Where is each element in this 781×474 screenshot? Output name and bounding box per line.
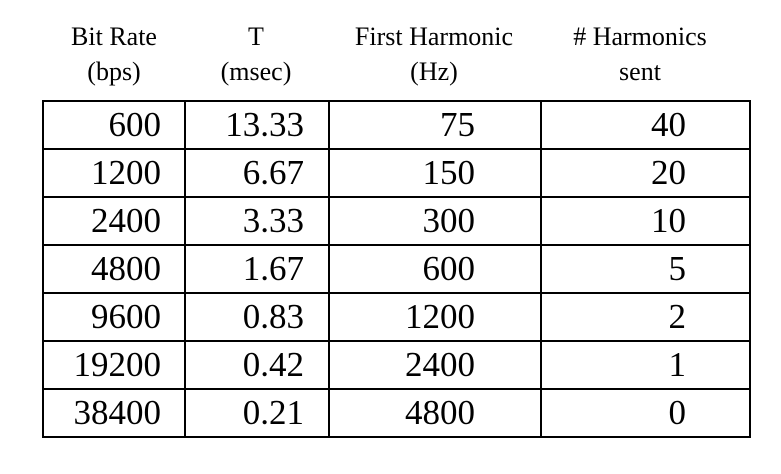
header-line: T [248,22,264,51]
header-line: Bit Rate [71,22,157,51]
table-header: Bit Rate (bps) T (msec) First Harmonic (… [0,0,781,100]
harmonics-sent-cell: 10 [540,196,751,246]
first-harmonic-cell: 75 [328,100,542,150]
bit-rate-cell: 600 [42,100,186,150]
period-cell: 3.33 [184,196,330,246]
header-line: # Harmonics [573,22,707,51]
first-harmonic-cell: 4800 [328,388,542,438]
bit-rate-cell: 19200 [42,340,186,390]
harmonics-sent-cell: 20 [540,148,751,198]
header-bit-rate: Bit Rate (bps) [44,19,184,89]
harmonics-sent-cell: 40 [540,100,751,150]
harmonics-sent-cell: 0 [540,388,751,438]
harmonics-sent-cell: 5 [540,244,751,294]
header-line: sent [619,57,661,86]
period-cell: 13.33 [184,100,330,150]
period-cell: 0.21 [184,388,330,438]
bit-rate-cell: 9600 [42,292,186,342]
period-cell: 0.83 [184,292,330,342]
table-row: 38400 0.21 4800 0 [42,388,751,438]
harmonics-sent-cell: 1 [540,340,751,390]
header-line: (Hz) [410,57,458,86]
first-harmonic-cell: 1200 [328,292,542,342]
bit-rate-cell: 38400 [42,388,186,438]
period-cell: 0.42 [184,340,330,390]
bit-rate-cell: 2400 [42,196,186,246]
first-harmonic-cell: 150 [328,148,542,198]
first-harmonic-cell: 2400 [328,340,542,390]
header-harmonics-sent: # Harmonics sent [555,19,725,89]
data-table: 600 13.33 75 40 1200 6.67 150 20 2400 3.… [42,100,751,438]
header-line: (msec) [220,57,292,86]
header-line: First Harmonic [354,22,514,51]
table-row: 4800 1.67 600 5 [42,244,751,294]
table-body: 600 13.33 75 40 1200 6.67 150 20 2400 3.… [42,100,751,438]
header-period: T (msec) [184,19,328,89]
header-line: (bps) [87,57,141,86]
header-first-harmonic: First Harmonic (Hz) [328,19,540,89]
table-row: 1200 6.67 150 20 [42,148,751,198]
table-row: 600 13.33 75 40 [42,100,751,150]
first-harmonic-cell: 300 [328,196,542,246]
bit-rate-cell: 4800 [42,244,186,294]
period-cell: 6.67 [184,148,330,198]
table-row: 19200 0.42 2400 1 [42,340,751,390]
table-row: 9600 0.83 1200 2 [42,292,751,342]
bit-rate-cell: 1200 [42,148,186,198]
first-harmonic-cell: 600 [328,244,542,294]
period-cell: 1.67 [184,244,330,294]
harmonics-sent-cell: 2 [540,292,751,342]
table-row: 2400 3.33 300 10 [42,196,751,246]
